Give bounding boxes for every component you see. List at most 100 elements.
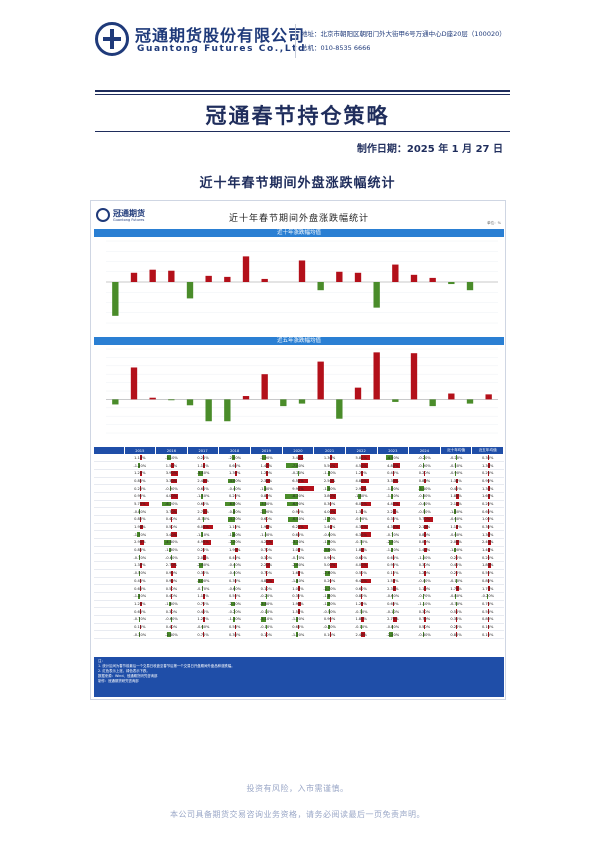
table-cell-databar bbox=[424, 540, 426, 545]
notes-line-1: 注： bbox=[98, 659, 105, 663]
table-cell: -0.20% bbox=[440, 454, 472, 463]
company-phone: 总机：010-8535 6666 bbox=[301, 44, 371, 52]
table-cell-value: -0.80% bbox=[228, 509, 242, 514]
table-cell-databar bbox=[391, 493, 393, 499]
table-cell-databar bbox=[139, 493, 142, 499]
table-cell: 0.60% bbox=[345, 584, 377, 593]
table-cell-value: 0.80% bbox=[134, 517, 146, 522]
table-cell-value: 4.90% bbox=[197, 540, 209, 545]
table-cell: 0.40% bbox=[440, 484, 472, 493]
table-cell-databar bbox=[231, 540, 235, 545]
table-cell: 1.30% bbox=[345, 507, 377, 516]
chart2-bar bbox=[336, 399, 343, 419]
table-cell-value: 0.10% bbox=[387, 571, 399, 576]
table-cell-value: 0.40% bbox=[165, 517, 178, 522]
figure-logo: 冠通期货 Guantong Futures bbox=[96, 207, 156, 225]
table-cell: 1.10% bbox=[440, 523, 472, 532]
table-cell: -6.90% bbox=[282, 500, 314, 509]
table-cell: -0.30% bbox=[124, 630, 156, 639]
table-cell-value: -0.60% bbox=[228, 586, 242, 591]
table-cell-databar bbox=[423, 463, 425, 468]
report-date: 制作日期：2025 年 1 月 27 日 bbox=[356, 144, 503, 155]
table-cell-value: 3.80% bbox=[323, 494, 336, 499]
table-cell: 1.10% bbox=[408, 584, 441, 593]
table-row-label bbox=[94, 546, 124, 555]
table-cell-value: 1.10% bbox=[450, 525, 462, 530]
table-cell-value: -0.80% bbox=[418, 494, 431, 499]
table-cell-value: 1.80% bbox=[481, 563, 494, 568]
table-cell: -3.60% bbox=[250, 600, 283, 609]
chart1-bar bbox=[168, 270, 175, 282]
table-cell-value: 1.30% bbox=[134, 563, 146, 568]
table-header-cell: 2024 bbox=[408, 447, 441, 454]
table-cell-databar bbox=[171, 493, 178, 499]
table-cell-databar bbox=[139, 524, 143, 530]
table-cell: 0.20% bbox=[471, 469, 504, 478]
table-cell-value: 0.90% bbox=[165, 571, 178, 576]
table-cell: 0.20% bbox=[408, 469, 441, 478]
table-cell-databar bbox=[424, 532, 426, 538]
table-cell-databar bbox=[329, 563, 338, 568]
table-cell-value: 0.70% bbox=[481, 601, 494, 606]
table-cell-value: 0.50% bbox=[418, 624, 431, 629]
chart1-bar bbox=[373, 282, 380, 308]
table-cell-databar bbox=[329, 478, 334, 484]
table-cell-databar bbox=[232, 616, 235, 622]
table-cell-databar bbox=[424, 624, 426, 630]
table-cell-value: -1.40% bbox=[196, 494, 210, 499]
table-cell: 1.90% bbox=[218, 546, 251, 555]
table-cell-value: 0.80% bbox=[260, 494, 273, 499]
table-cell-value: 0.40% bbox=[387, 471, 399, 476]
table-cell-value: 0.20% bbox=[450, 571, 462, 576]
table-row-label bbox=[94, 507, 124, 516]
table-cell-databar bbox=[284, 493, 298, 499]
chart2-bar bbox=[205, 399, 212, 422]
table-cell-databar bbox=[171, 563, 176, 568]
table-cell: 9.90% bbox=[282, 484, 314, 493]
table-cell: -0.20% bbox=[218, 607, 251, 616]
company-address: 地址：北京市朝阳区朝阳门外大街甲6号万通中心D座20层（100020） bbox=[301, 30, 506, 38]
table-cell: 4.80% bbox=[250, 577, 283, 586]
table-cell-value: 4.00% bbox=[165, 494, 178, 499]
table-cell-value: -2.00% bbox=[228, 455, 242, 460]
chart1-bar bbox=[298, 260, 306, 282]
table-cell-value: 0.20% bbox=[197, 455, 209, 460]
table-cell-value: 0.30% bbox=[292, 594, 304, 599]
table-cell: 0.60% bbox=[345, 553, 377, 563]
table-cell-databar bbox=[171, 578, 173, 584]
table-cell-value: 0.20% bbox=[481, 555, 494, 560]
table-cell-databar bbox=[297, 524, 308, 530]
table-cell-value: -0.10% bbox=[354, 624, 368, 629]
table-cell-databar bbox=[326, 540, 330, 545]
table-cell-databar bbox=[233, 509, 235, 514]
table-cell: -1.00% bbox=[377, 484, 409, 493]
table-cell-databar bbox=[487, 486, 490, 491]
table-cell: -1.20% bbox=[282, 630, 314, 639]
table-row: -1.20% 0.40% 1.10% 0.50% -0.20% 0.30% -1.80% 0.… bbox=[94, 592, 504, 601]
table-cell: 5.70% bbox=[408, 515, 441, 524]
table-cell-value: 0.70% bbox=[418, 617, 431, 622]
table-cell-value: 0.10% bbox=[481, 624, 494, 629]
table-row: 0.40% 0.90% -3.00% 0.30% 4.80% -1.40% 0.20% 6.4… bbox=[94, 577, 504, 586]
table-cell: 0.30% bbox=[313, 500, 346, 509]
table-cell-databar bbox=[138, 616, 140, 622]
table-row-label bbox=[94, 623, 124, 632]
chart1-bar bbox=[205, 275, 212, 282]
table-cell-value: -0.30% bbox=[354, 609, 368, 614]
table-cell-databar bbox=[297, 601, 301, 607]
table-cell-databar bbox=[392, 578, 396, 584]
table-cell: 0.30% bbox=[408, 607, 441, 616]
table-cell-value: -0.20% bbox=[259, 594, 273, 599]
table-cell-databar bbox=[285, 463, 298, 468]
table-cell-databar bbox=[225, 501, 235, 507]
table-cell: 2.70% bbox=[377, 615, 409, 624]
table-cell: -0.60% bbox=[440, 530, 472, 540]
table-cell: -0.10% bbox=[345, 623, 377, 632]
table-cell-value: -0.50% bbox=[133, 571, 147, 576]
table-cell-databar bbox=[139, 455, 142, 461]
table-cell-databar bbox=[358, 493, 362, 499]
table-cell-value: -4.50% bbox=[386, 455, 400, 460]
table-header-cell: 2017 bbox=[187, 447, 220, 454]
table-cell: 0.30% bbox=[218, 577, 251, 586]
table-cell: 2.30% bbox=[250, 477, 283, 486]
